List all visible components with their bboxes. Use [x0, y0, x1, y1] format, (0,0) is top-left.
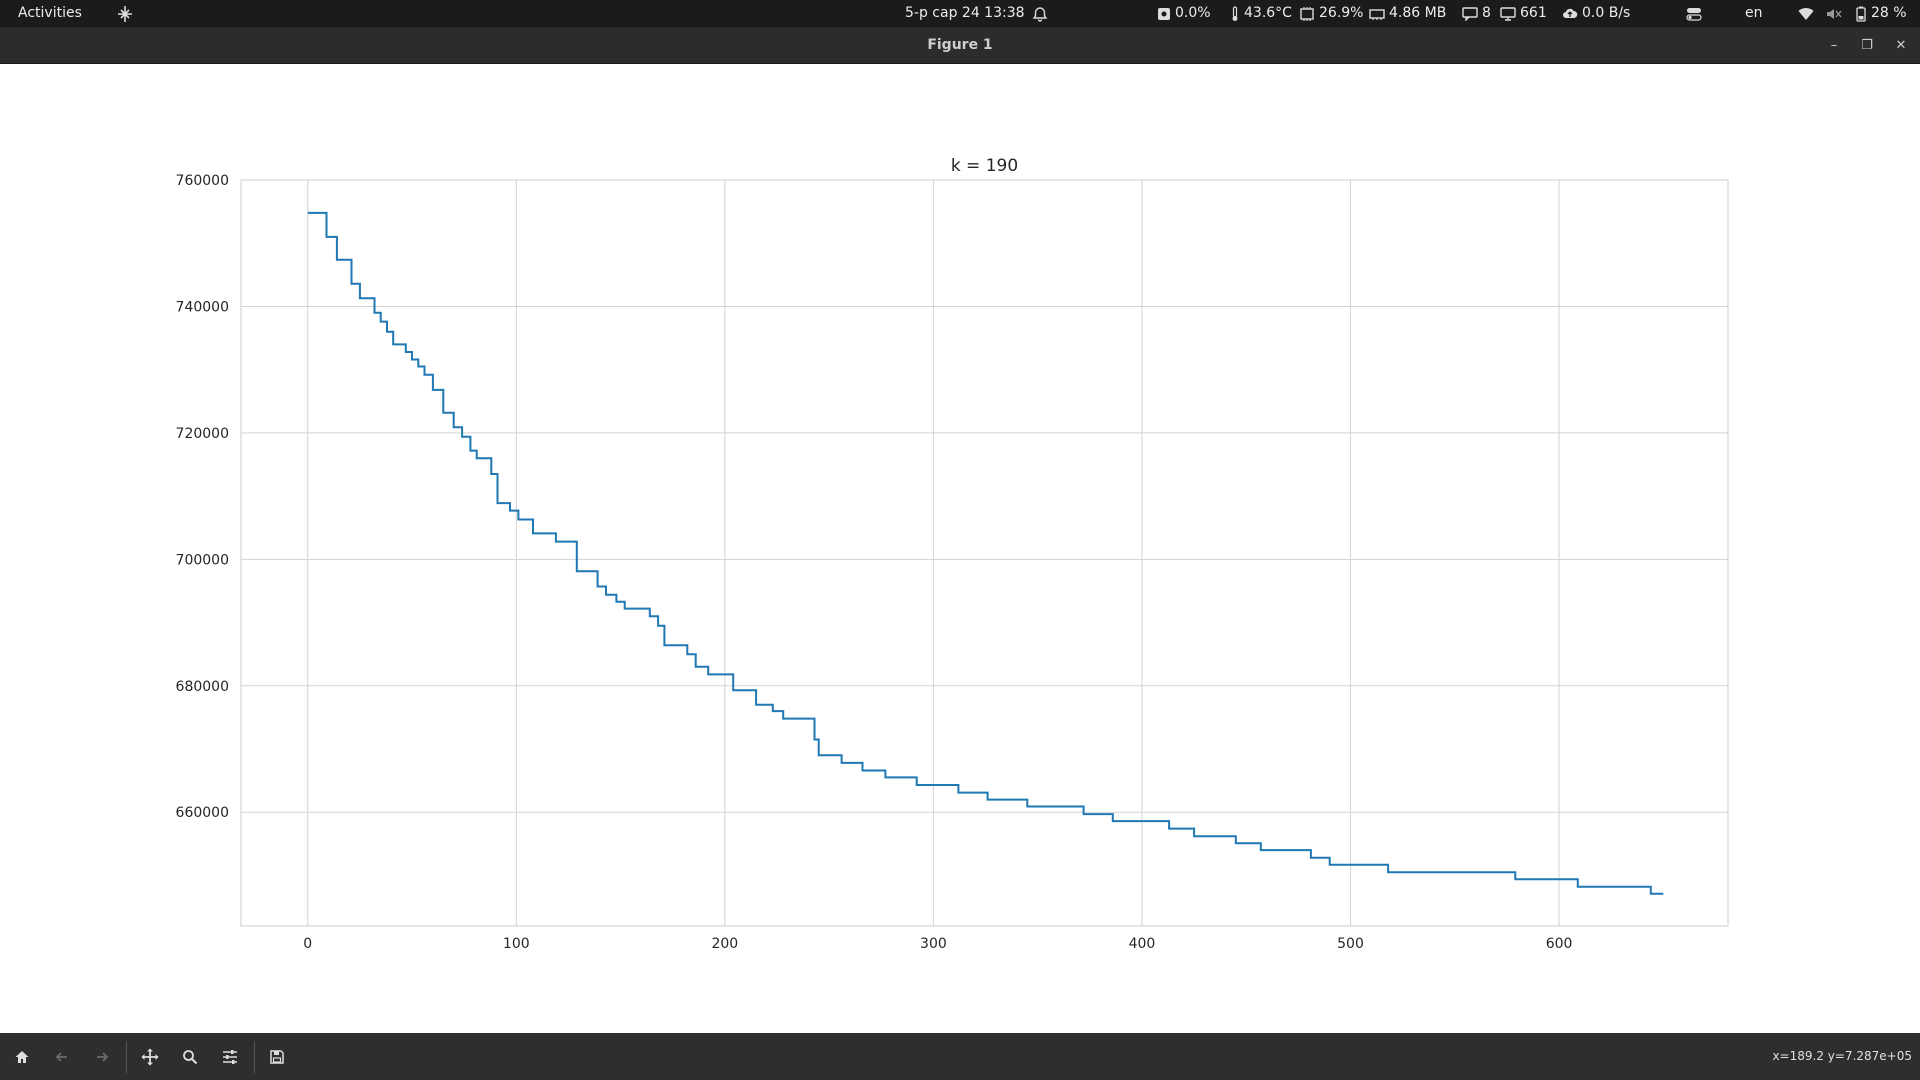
y-tick-label: 700000 [176, 552, 229, 568]
toggle-icon[interactable] [1686, 0, 1702, 27]
figure-canvas[interactable]: 0 100 200 300 400 500 600 660000 680000 700000 720… [0, 64, 1920, 1033]
forward-arrow-icon[interactable] [90, 1045, 114, 1069]
temperature-indicator[interactable]: 43.6°C [1230, 0, 1292, 27]
network-indicator[interactable]: 0.0 B/s [1562, 0, 1630, 27]
pan-move-icon[interactable] [138, 1045, 162, 1069]
monitor-icon [1500, 6, 1516, 21]
memory-indicator[interactable]: 4.86 MB [1369, 0, 1446, 27]
x-tick-label: 600 [1546, 936, 1573, 952]
cursor-coordinates: x=189.2 y=7.287e+05 [1772, 1049, 1912, 1063]
keyboard-layout[interactable]: en [1745, 5, 1763, 21]
chart-title: k = 190 [951, 156, 1018, 176]
volume-muted-icon[interactable] [1826, 0, 1842, 27]
maximize-button[interactable]: ❐ [1861, 37, 1873, 53]
navigation-toolbar: x=189.2 y=7.287e+05 [0, 1033, 1920, 1080]
series-line [307, 211, 1664, 895]
cpu-icon [1300, 6, 1314, 21]
back-arrow-icon[interactable] [50, 1045, 74, 1069]
zoom-magnifier-icon[interactable] [178, 1045, 202, 1069]
notification-indicator-a[interactable]: 8 [1462, 0, 1491, 27]
y-tick-label: 760000 [176, 173, 229, 189]
y-tick-label: 740000 [176, 299, 229, 315]
system-top-bar: Activities 5-р сар 24 13:38 0.0% 43.6°C … [0, 0, 1920, 27]
battery-indicator[interactable]: 28 % [1855, 0, 1907, 27]
minimize-button[interactable]: – [1830, 37, 1838, 53]
thermometer-icon [1232, 5, 1238, 21]
y-tick-label: 720000 [176, 426, 229, 442]
cloud-upload-icon [1563, 8, 1578, 18]
x-tick-label: 0 [303, 936, 312, 952]
x-tick-label: 300 [920, 936, 947, 952]
x-tick-label: 500 [1337, 936, 1364, 952]
activities-button[interactable]: Activities [18, 5, 82, 21]
configure-subplots-icon[interactable] [218, 1045, 242, 1069]
y-tick-label: 680000 [176, 679, 229, 695]
cpu-indicator[interactable]: 26.9% [1299, 0, 1363, 27]
alarm-icon[interactable] [1032, 0, 1048, 27]
y-tick-label: 660000 [176, 805, 229, 821]
toolbar-separator [126, 1041, 127, 1073]
close-button[interactable]: ✕ [1895, 37, 1907, 53]
window-title: Figure 1 [927, 37, 993, 53]
home-icon[interactable] [10, 1045, 34, 1069]
x-tick-label: 200 [711, 936, 738, 952]
line-chart[interactable]: 0 100 200 300 400 500 600 660000 680000 700000 720… [0, 64, 1920, 1033]
window-title-bar[interactable]: Figure 1 – ❐ ✕ [0, 27, 1920, 64]
x-tick-label: 100 [503, 936, 530, 952]
x-tick-label: 400 [1129, 936, 1156, 952]
save-floppy-icon[interactable] [265, 1045, 289, 1069]
battery-icon [1856, 6, 1866, 22]
disk-indicator[interactable]: 0.0% [1157, 0, 1211, 27]
toolbar-separator [254, 1041, 255, 1073]
notification-indicator-b[interactable]: 661 [1500, 0, 1547, 27]
wifi-icon[interactable] [1798, 0, 1814, 27]
clock[interactable]: 5-р сар 24 13:38 [905, 5, 1025, 21]
workspace-indicator-icon[interactable] [116, 0, 134, 27]
disk-icon [1158, 7, 1170, 20]
chat-icon [1462, 6, 1478, 21]
axes-frame [240, 179, 1729, 927]
memory-icon [1369, 8, 1385, 20]
